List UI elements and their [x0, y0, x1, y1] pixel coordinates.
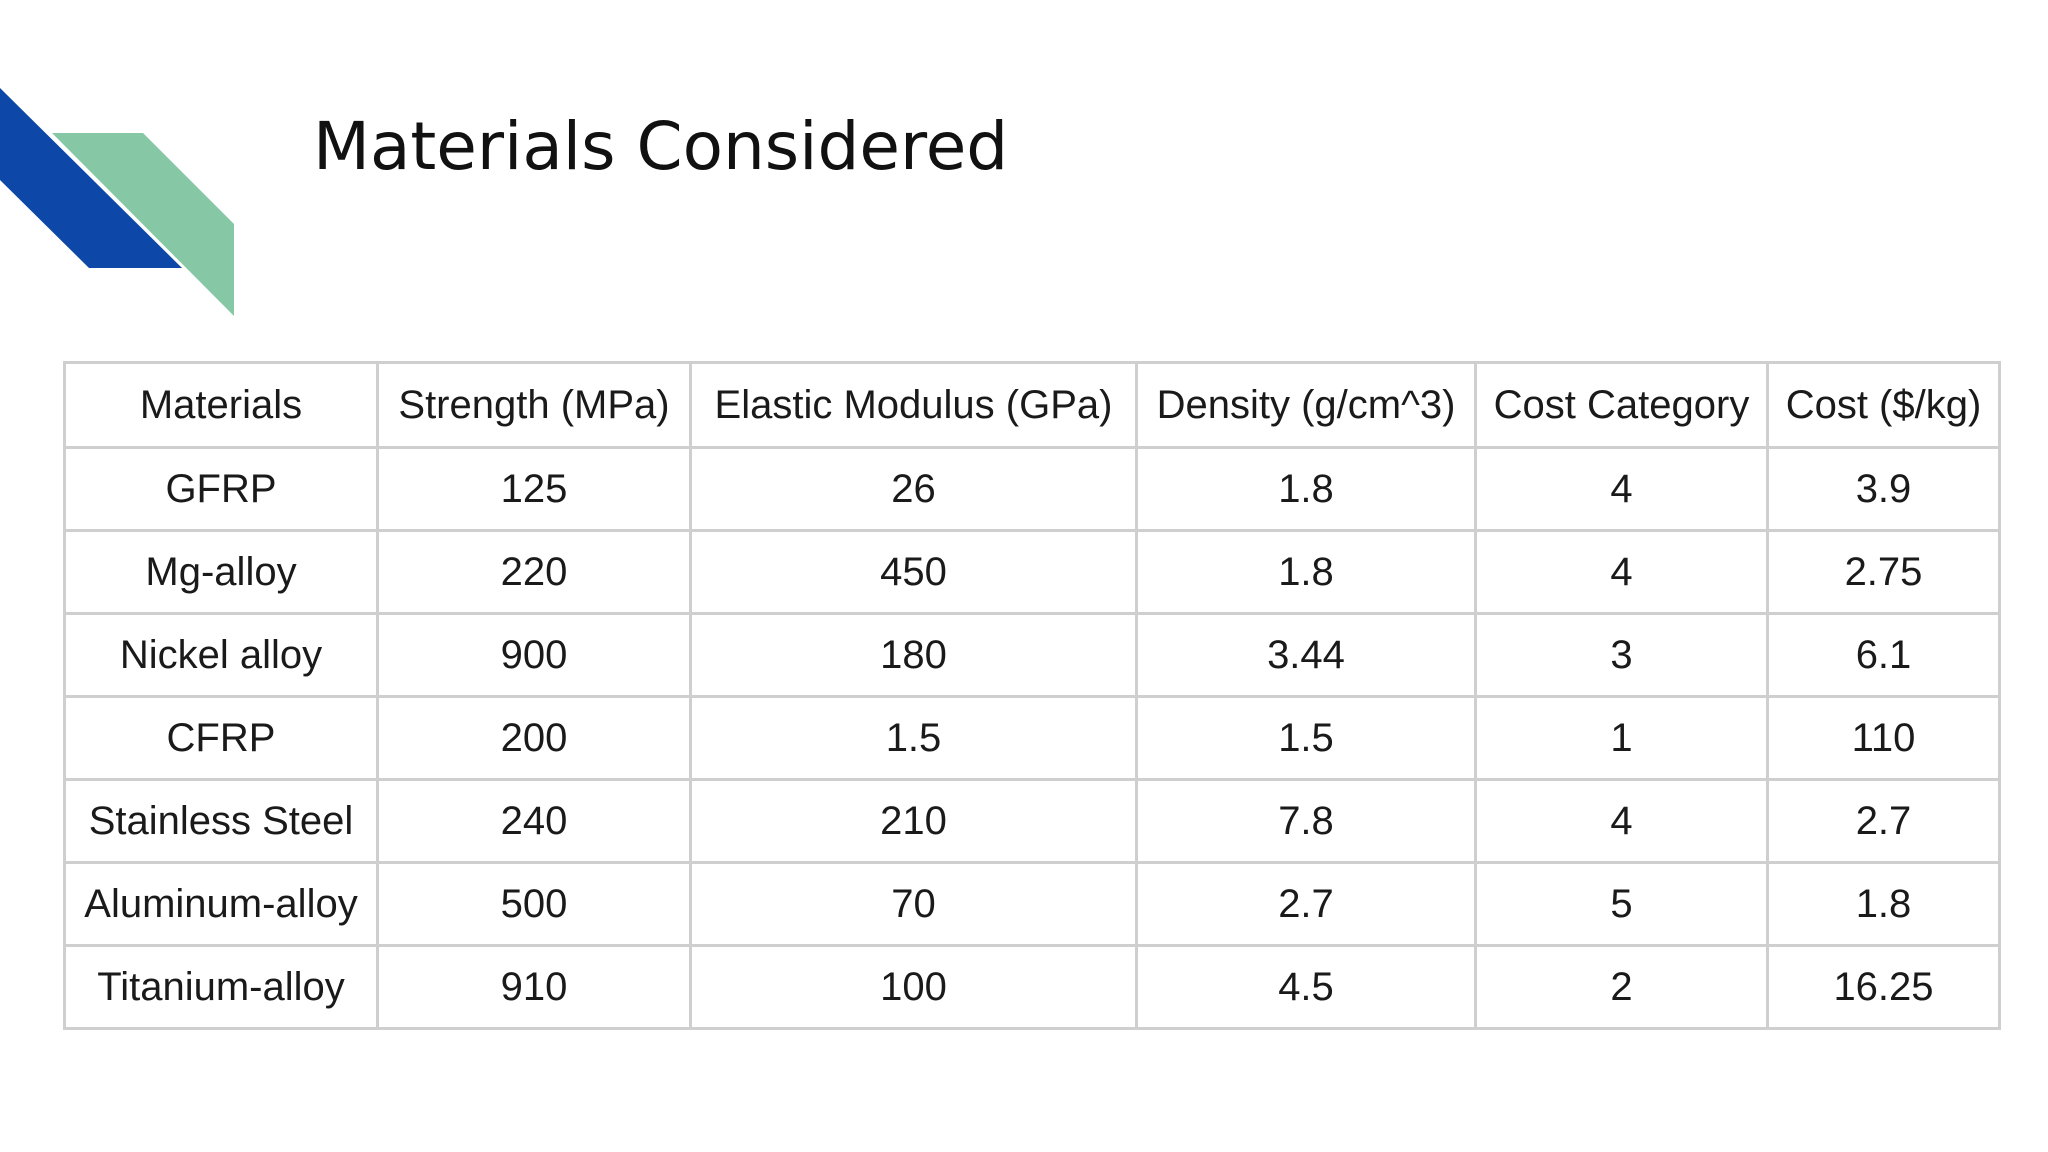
cell-density: 1.5 [1135, 695, 1477, 781]
cell-elastic-modulus: 26 [689, 446, 1138, 532]
cell-elastic-modulus: 100 [689, 944, 1138, 1030]
cell-cost: 3.9 [1766, 446, 2001, 532]
table-row: GFRP 125 26 1.8 4 3.9 [63, 446, 2001, 532]
cell-cost-category: 4 [1474, 778, 1769, 864]
cell-material: Stainless Steel [63, 778, 379, 864]
cell-cost-category: 1 [1474, 695, 1769, 781]
cell-strength: 500 [376, 861, 692, 947]
cell-material: Titanium-alloy [63, 944, 379, 1030]
page-title: Materials Considered [313, 108, 1009, 185]
cell-strength: 220 [376, 529, 692, 615]
header-elastic-modulus: Elastic Modulus (GPa) [689, 361, 1138, 449]
table-row: Stainless Steel 240 210 7.8 4 2.7 [63, 778, 2001, 864]
header-cost-category: Cost Category [1474, 361, 1769, 449]
cell-cost-category: 3 [1474, 612, 1769, 698]
cell-material: Mg-alloy [63, 529, 379, 615]
cell-cost-category: 2 [1474, 944, 1769, 1030]
cell-elastic-modulus: 70 [689, 861, 1138, 947]
cell-density: 4.5 [1135, 944, 1477, 1030]
cell-density: 3.44 [1135, 612, 1477, 698]
cell-strength: 240 [376, 778, 692, 864]
cell-cost: 1.8 [1766, 861, 2001, 947]
materials-table: Materials Strength (MPa) Elastic Modulus… [63, 361, 2001, 1030]
cell-strength: 125 [376, 446, 692, 532]
cell-material: Aluminum-alloy [63, 861, 379, 947]
cell-cost-category: 4 [1474, 446, 1769, 532]
cell-material: Nickel alloy [63, 612, 379, 698]
corner-accent-shape [0, 88, 234, 316]
header-strength: Strength (MPa) [376, 361, 692, 449]
header-density: Density (g/cm^3) [1135, 361, 1477, 449]
table-row: Titanium-alloy 910 100 4.5 2 16.25 [63, 944, 2001, 1030]
cell-strength: 910 [376, 944, 692, 1030]
cell-cost: 2.7 [1766, 778, 2001, 864]
cell-material: CFRP [63, 695, 379, 781]
cell-strength: 200 [376, 695, 692, 781]
table-row: Mg-alloy 220 450 1.8 4 2.75 [63, 529, 2001, 615]
table-row: CFRP 200 1.5 1.5 1 110 [63, 695, 2001, 781]
cell-density: 7.8 [1135, 778, 1477, 864]
cell-cost-category: 5 [1474, 861, 1769, 947]
cell-cost: 2.75 [1766, 529, 2001, 615]
cell-elastic-modulus: 450 [689, 529, 1138, 615]
materials-table-container: Materials Strength (MPa) Elastic Modulus… [63, 361, 2001, 1030]
table-header-row: Materials Strength (MPa) Elastic Modulus… [63, 361, 2001, 449]
cell-cost: 110 [1766, 695, 2001, 781]
accent-green-stripe [52, 133, 234, 316]
cell-elastic-modulus: 210 [689, 778, 1138, 864]
cell-cost: 6.1 [1766, 612, 2001, 698]
cell-elastic-modulus: 1.5 [689, 695, 1138, 781]
cell-density: 1.8 [1135, 529, 1477, 615]
accent-blue-stripe [0, 88, 182, 268]
cell-strength: 900 [376, 612, 692, 698]
header-cost: Cost ($/kg) [1766, 361, 2001, 449]
header-materials: Materials [63, 361, 379, 449]
cell-elastic-modulus: 180 [689, 612, 1138, 698]
cell-material: GFRP [63, 446, 379, 532]
table-row: Nickel alloy 900 180 3.44 3 6.1 [63, 612, 2001, 698]
cell-cost: 16.25 [1766, 944, 2001, 1030]
cell-cost-category: 4 [1474, 529, 1769, 615]
cell-density: 1.8 [1135, 446, 1477, 532]
cell-density: 2.7 [1135, 861, 1477, 947]
table-row: Aluminum-alloy 500 70 2.7 5 1.8 [63, 861, 2001, 947]
